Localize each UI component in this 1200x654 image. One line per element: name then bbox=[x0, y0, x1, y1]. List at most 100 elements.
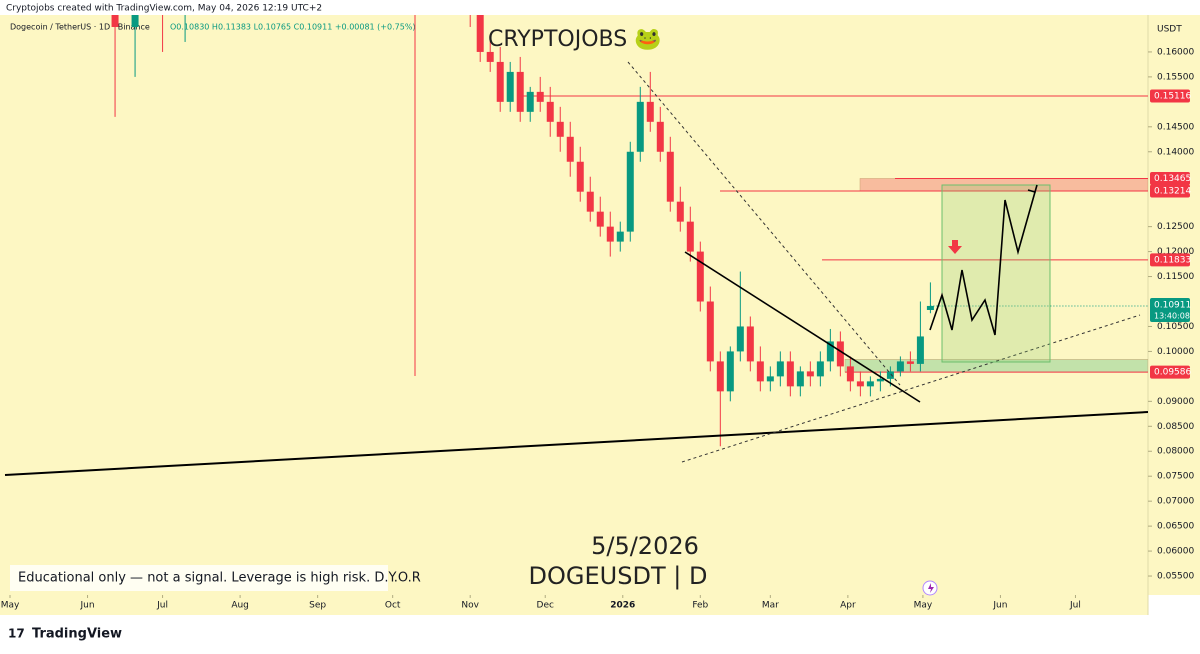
trendline bbox=[681, 314, 1141, 463]
candle-body bbox=[736, 326, 744, 352]
candle-body bbox=[526, 91, 534, 112]
symbol: Dogecoin / TetherUS · 1D · Binance bbox=[10, 23, 150, 32]
arrowhead bbox=[1027, 184, 1038, 193]
candle-body bbox=[826, 341, 834, 362]
level-tag bbox=[1150, 253, 1190, 267]
candle-body bbox=[806, 371, 814, 377]
down-arrow bbox=[948, 240, 962, 254]
y-tick-label: 0.08500 bbox=[1157, 422, 1194, 432]
x-tick-label: Sep bbox=[309, 601, 326, 611]
candle-body bbox=[496, 61, 504, 102]
candle-body bbox=[776, 361, 784, 377]
candle-body bbox=[566, 136, 574, 162]
level-label: 0.15116 bbox=[1154, 92, 1191, 102]
candle-body bbox=[616, 231, 624, 242]
candle-body bbox=[646, 101, 654, 122]
level-label: 0.13465 bbox=[1154, 174, 1191, 184]
projection-box bbox=[941, 184, 1051, 363]
x-tick-label: Mar bbox=[762, 601, 779, 611]
x-tick-label: Oct bbox=[385, 601, 401, 611]
candle-body bbox=[111, 15, 119, 27]
x-tick-label: Dec bbox=[537, 601, 554, 611]
countdown: 13:40:08 bbox=[1154, 311, 1190, 320]
candle-body bbox=[846, 366, 854, 382]
replay-bolt bbox=[928, 583, 934, 593]
x-tick-label: May bbox=[914, 601, 933, 611]
candle-body bbox=[686, 221, 694, 252]
x-tick-label: Feb bbox=[692, 601, 708, 611]
y-tick-label: 0.11500 bbox=[1157, 272, 1194, 282]
level-tag bbox=[1150, 89, 1190, 103]
trendline bbox=[627, 61, 901, 386]
pair-caption: DOGEUSDT | D bbox=[529, 562, 708, 590]
candle-body bbox=[636, 101, 644, 152]
candle-body bbox=[786, 361, 794, 387]
x-tick-label: May bbox=[1, 601, 20, 611]
y-tick-label: 0.07500 bbox=[1157, 472, 1194, 482]
candle-body bbox=[876, 378, 884, 382]
x-tick-label: Jun bbox=[80, 601, 95, 611]
level-label: 0.09586 bbox=[1154, 368, 1191, 378]
candle-body bbox=[756, 361, 764, 382]
last-price-tag bbox=[1150, 297, 1190, 322]
x-tick-label: Apr bbox=[840, 601, 856, 611]
level-tag bbox=[1150, 184, 1190, 198]
candle-body bbox=[856, 381, 864, 387]
candle-body bbox=[676, 201, 684, 222]
x-tick-label: Jul bbox=[1069, 601, 1081, 611]
time-axis bbox=[0, 595, 1148, 615]
x-tick-label: Nov bbox=[461, 601, 479, 611]
candle-body bbox=[606, 226, 614, 242]
currency: USDT bbox=[1157, 25, 1182, 35]
y-tick-label: 0.05500 bbox=[1157, 572, 1194, 582]
candle-body bbox=[556, 121, 564, 137]
y-tick-label: 0.14500 bbox=[1157, 122, 1194, 132]
candle-body bbox=[906, 361, 914, 364]
level-tag bbox=[1150, 365, 1190, 379]
y-tick-label: 0.10500 bbox=[1157, 322, 1194, 332]
header: Cryptojobs created with TradingView.com,… bbox=[6, 4, 322, 14]
disclaimer-box bbox=[10, 565, 388, 591]
y-tick-label: 0.07000 bbox=[1157, 497, 1194, 507]
y-tick-label: 0.06500 bbox=[1157, 522, 1194, 532]
candle-body bbox=[726, 351, 734, 392]
candle-body bbox=[666, 151, 674, 202]
y-tick-label: 0.09000 bbox=[1157, 397, 1194, 407]
date-caption: 5/5/2026 bbox=[591, 532, 699, 560]
y-tick-label: 0.16000 bbox=[1157, 47, 1194, 57]
candle-body bbox=[866, 381, 874, 387]
y-tick-label: 0.14000 bbox=[1157, 147, 1194, 157]
y-tick-label: 0.12000 bbox=[1157, 247, 1194, 257]
candle-body bbox=[886, 371, 894, 379]
x-tick-label: Jun bbox=[992, 601, 1007, 611]
candle-body bbox=[816, 361, 824, 377]
last-price-label: 0.10911 bbox=[1154, 300, 1191, 310]
candle-body bbox=[656, 121, 664, 152]
x-tick-label: Jul bbox=[156, 601, 168, 611]
ohlc: O0.10830 H0.11383 L0.10765 C0.10911 +0.0… bbox=[170, 23, 416, 32]
candle-body bbox=[586, 191, 594, 212]
candle-body bbox=[746, 326, 754, 362]
candle-body bbox=[131, 15, 139, 27]
drawings bbox=[4, 61, 1148, 476]
watermark: CRYPTOJOBS 🐸 bbox=[488, 27, 662, 52]
disclaimer: Educational only — not a signal. Leverag… bbox=[18, 571, 421, 586]
projection-path bbox=[929, 191, 1036, 336]
candle-body bbox=[546, 101, 554, 122]
x-tick-label: Aug bbox=[231, 601, 249, 611]
brand: TradingView bbox=[32, 627, 122, 642]
y-tick-label: 0.15500 bbox=[1157, 72, 1194, 82]
candle-body bbox=[626, 151, 634, 232]
candle-body bbox=[486, 51, 494, 62]
level-label: 0.11833 bbox=[1154, 255, 1191, 265]
level-label: 0.13214 bbox=[1154, 186, 1191, 196]
trendline bbox=[4, 411, 1148, 476]
candle-body bbox=[916, 336, 924, 364]
candle-body bbox=[696, 251, 704, 302]
candle-body bbox=[536, 91, 544, 102]
candle-body bbox=[836, 341, 844, 367]
candle-body bbox=[796, 371, 804, 387]
candle-body bbox=[516, 71, 524, 112]
brand-logo: 𝟭𝟳 bbox=[8, 627, 25, 641]
